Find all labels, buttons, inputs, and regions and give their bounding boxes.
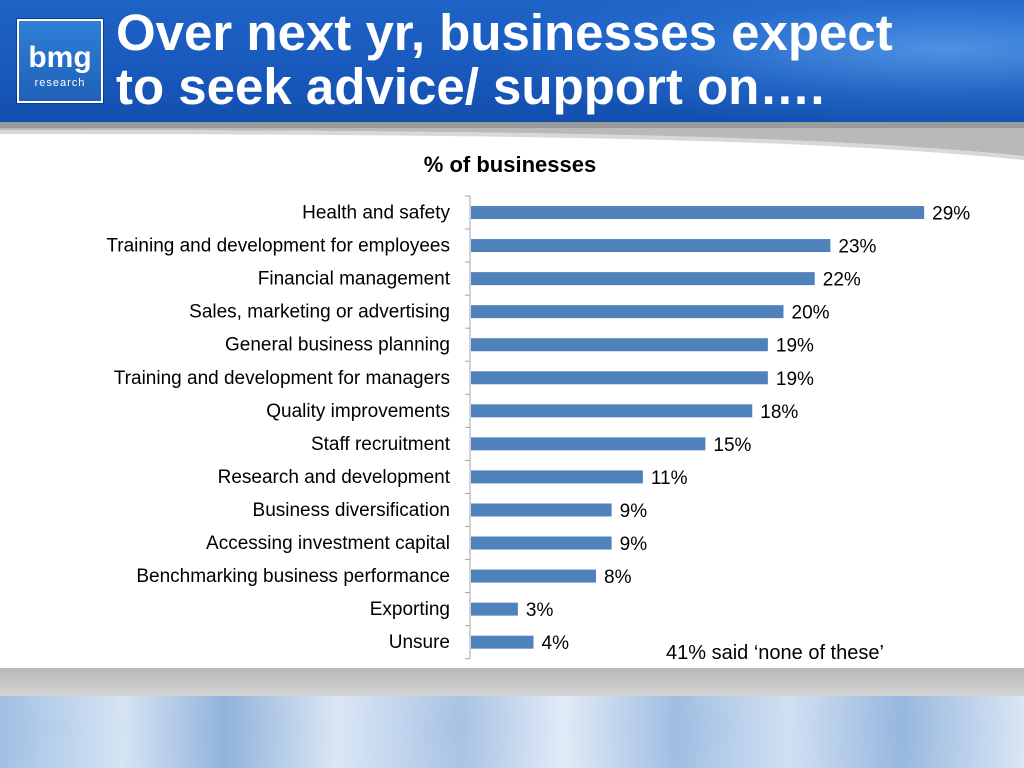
bar [471,206,925,220]
bar [471,470,643,484]
slide-title-line-1: Over next yr, businesses expect [116,4,893,61]
data-label: 23% [838,237,876,258]
category-label: General business planning [225,335,450,356]
none-of-these-note: 41% said ‘none of these’ [666,642,884,664]
data-label: 9% [620,534,648,555]
category-label: Sales, marketing or advertising [189,302,450,323]
bmg-logo: bmg research [17,19,103,103]
data-label: 15% [713,435,751,456]
category-label: Staff recruitment [311,434,451,455]
bar [471,338,768,352]
category-label: Unsure [389,632,450,653]
bars-layer: Health and safety 29% Training and develop… [106,195,970,660]
bar [471,602,518,616]
category-label: Accessing investment capital [206,533,450,554]
bar-chart: % of businesses Health and safety 29% Trai… [106,152,970,660]
category-label: Research and development [218,467,451,488]
bar [471,371,768,385]
bar [471,569,596,583]
data-label: 4% [542,633,570,654]
bar [471,305,784,319]
data-label: 11% [651,468,688,489]
category-label: Exporting [370,599,450,620]
data-label: 9% [620,501,648,522]
slide-title-line-2: to seek advice/ support on…. [116,58,825,115]
category-label: Benchmarking business performance [136,566,450,587]
header-banner: bmg research Over next yr, businesses ex… [0,0,1024,124]
category-label: Quality improvements [266,401,450,422]
data-label: 18% [760,402,798,423]
header-glow [504,0,1024,124]
category-label: Health and safety [302,203,450,224]
footer-photo-strip [0,668,1024,768]
category-label: Financial management [258,269,451,290]
data-label: 3% [526,600,554,621]
category-label: Training and development for employees [106,236,450,257]
bar [471,635,534,649]
bar [471,437,706,451]
bar [471,239,831,253]
footer-people-photos [0,696,1024,768]
data-label: 29% [932,204,970,225]
data-label: 8% [604,567,632,588]
data-label: 20% [792,303,830,324]
category-label: Business diversification [253,500,450,521]
logo-sub-text: research [34,77,86,89]
data-label: 19% [776,336,814,357]
bar [471,404,753,418]
chart-title: % of businesses [424,152,596,177]
bar [471,536,612,550]
logo-main-text: bmg [28,41,92,74]
category-label: Training and development for managers [114,368,450,389]
bar [471,503,612,517]
data-label: 19% [776,369,814,390]
data-label: 22% [823,270,861,291]
header-swoosh [0,122,1024,160]
bar [471,272,815,286]
slide-title: Over next yr, businesses expect to seek … [116,6,893,114]
